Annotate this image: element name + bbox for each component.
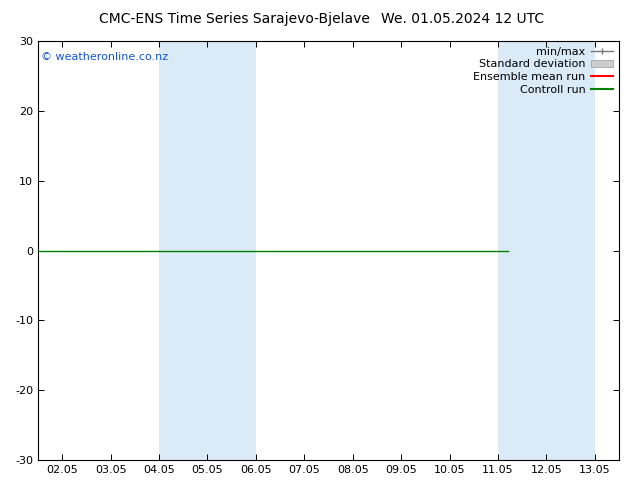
Legend: min/max, Standard deviation, Ensemble mean run, Controll run: min/max, Standard deviation, Ensemble me… <box>474 47 614 95</box>
Bar <box>159 41 256 460</box>
Text: © weatheronline.co.nz: © weatheronline.co.nz <box>41 51 168 62</box>
Bar <box>498 41 595 460</box>
Text: CMC-ENS Time Series Sarajevo-Bjelave: CMC-ENS Time Series Sarajevo-Bjelave <box>99 12 370 26</box>
Text: We. 01.05.2024 12 UTC: We. 01.05.2024 12 UTC <box>381 12 545 26</box>
